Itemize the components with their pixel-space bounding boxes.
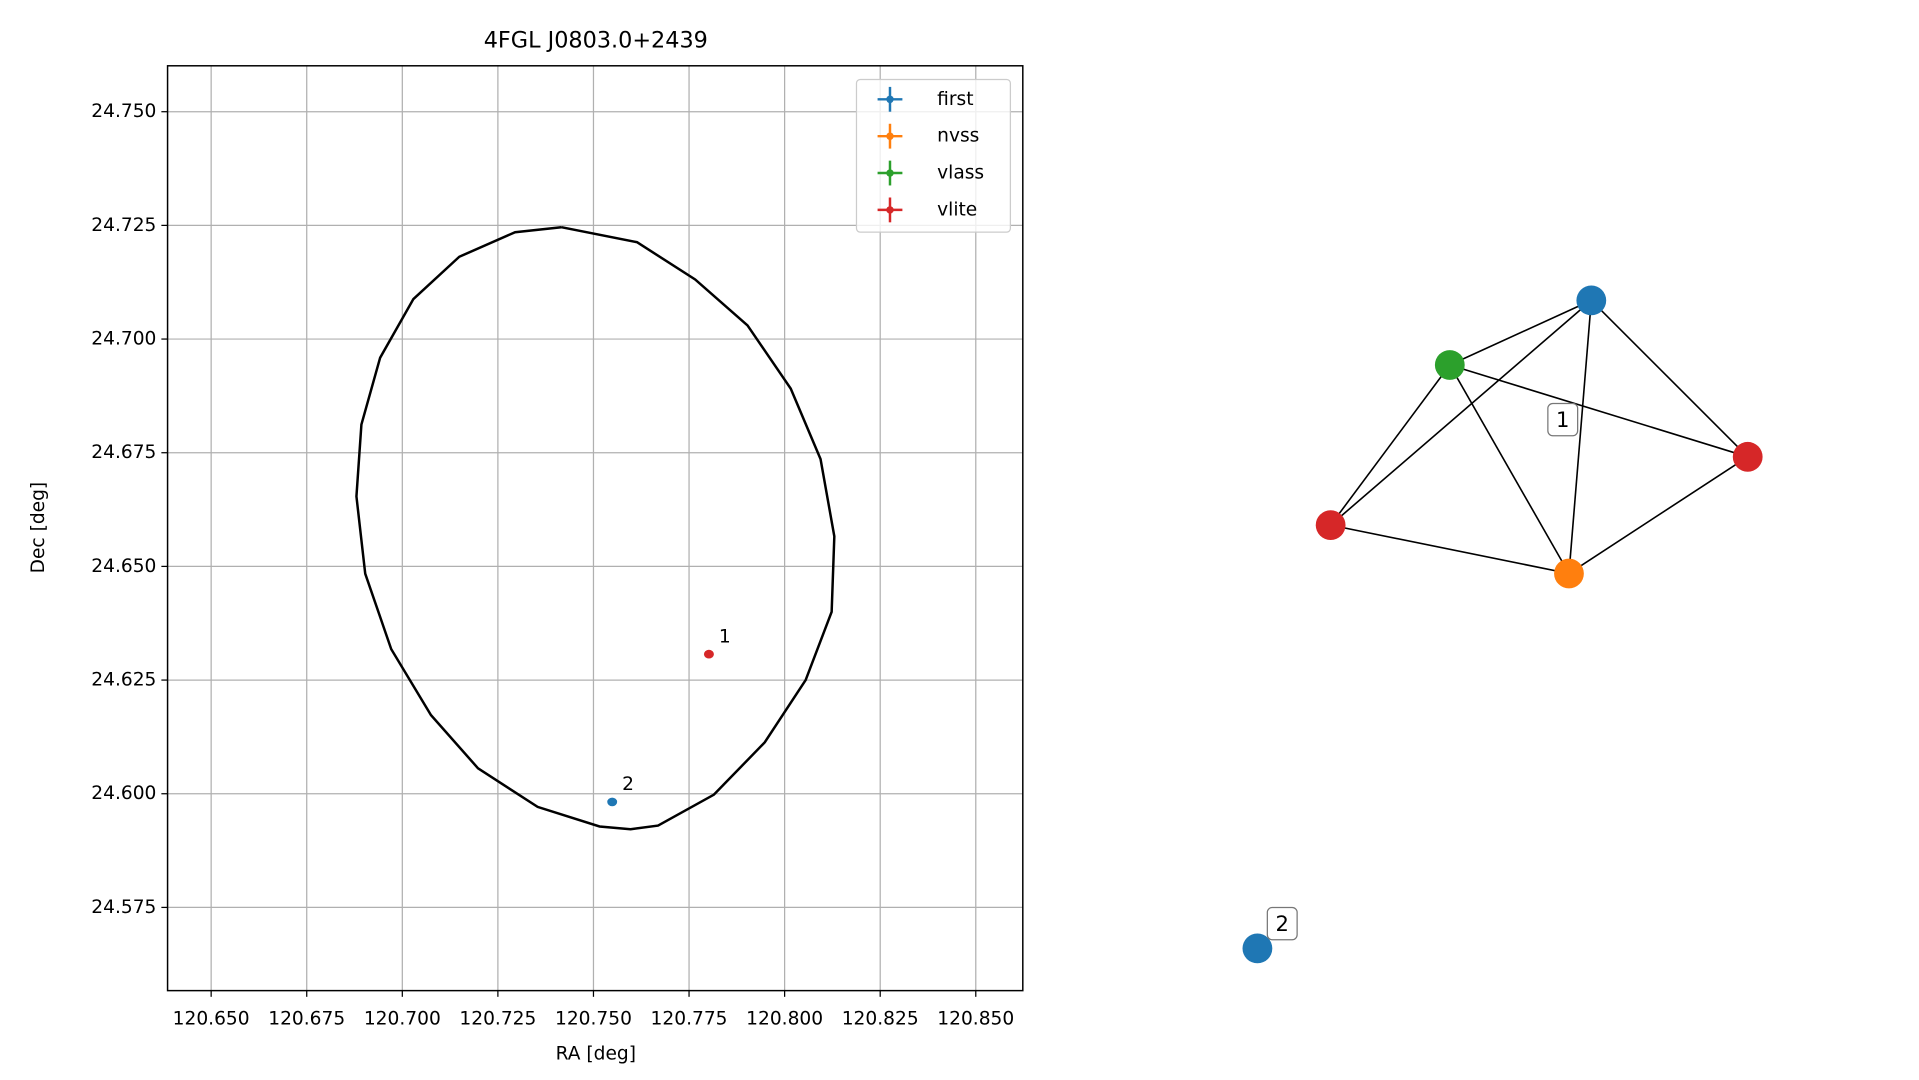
- node: [1576, 285, 1607, 316]
- x-tick-label: 120.850: [937, 1009, 1014, 1030]
- axes-frame: [166, 65, 1024, 992]
- label-box: [1266, 906, 1298, 941]
- legend-label: vlass: [937, 163, 984, 184]
- edge: [1329, 364, 1451, 526]
- y-tick-label: 24.625: [91, 670, 156, 691]
- legend-marker: [886, 95, 894, 104]
- edge: [1568, 456, 1749, 575]
- node: [1732, 441, 1763, 472]
- x-tick-label: 120.725: [459, 1009, 536, 1030]
- node: [1434, 350, 1465, 380]
- x-tick-label: 120.750: [555, 1009, 632, 1030]
- point-label: 1: [719, 626, 731, 647]
- y-tick-label: 24.575: [91, 897, 156, 918]
- legend-label: vlite: [937, 199, 977, 220]
- legend-marker: [886, 132, 894, 140]
- x-tick-label: 120.825: [842, 1009, 919, 1030]
- edge: [1449, 299, 1592, 366]
- error-ellipse: [355, 225, 836, 831]
- point-label: 2: [622, 774, 634, 795]
- legend-label: first: [937, 89, 973, 110]
- label-box: [1547, 402, 1579, 437]
- edge: [1568, 300, 1593, 574]
- legend-marker: [886, 206, 894, 214]
- source-point: [607, 797, 618, 807]
- y-tick-label: 24.600: [91, 783, 156, 804]
- x-tick-label: 120.800: [746, 1009, 823, 1030]
- y-tick-label: 24.750: [91, 101, 156, 122]
- x-axis-label: RA [deg]: [556, 1043, 636, 1064]
- y-axis-label: Dec [deg]: [28, 482, 49, 574]
- edge: [1590, 299, 1749, 458]
- x-tick-label: 120.675: [268, 1009, 345, 1030]
- source-point: [703, 649, 714, 659]
- y-tick-label: 24.725: [91, 215, 156, 236]
- edge: [1330, 524, 1570, 575]
- node: [1242, 933, 1273, 964]
- edge: [1330, 299, 1592, 526]
- legend-marker: [886, 169, 894, 177]
- legend-label: nvss: [937, 126, 979, 147]
- y-tick-label: 24.675: [91, 442, 156, 463]
- y-tick-label: 24.700: [91, 329, 156, 350]
- x-tick-label: 120.650: [173, 1009, 250, 1030]
- node: [1315, 510, 1346, 540]
- group-label: 2: [1276, 911, 1289, 936]
- edge: [1449, 364, 1570, 574]
- legend-box: [855, 78, 1012, 233]
- chart-title: 4FGL J0803.0+2439: [484, 27, 708, 53]
- x-tick-label: 120.700: [364, 1009, 441, 1030]
- node: [1554, 558, 1584, 589]
- y-tick-label: 24.650: [91, 556, 156, 577]
- group-label: 1: [1556, 407, 1569, 432]
- x-tick-label: 120.775: [651, 1009, 728, 1030]
